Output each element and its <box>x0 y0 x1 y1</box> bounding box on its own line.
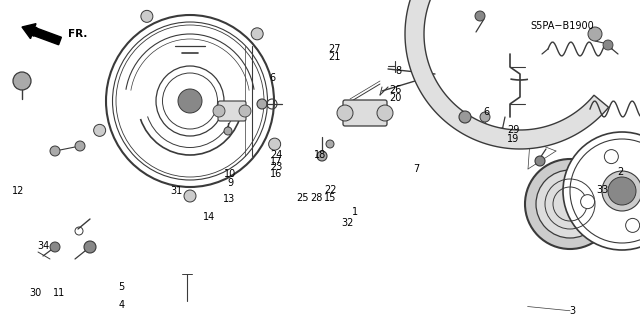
Text: 10: 10 <box>224 169 237 179</box>
Text: 25: 25 <box>296 193 308 203</box>
Polygon shape <box>405 0 609 149</box>
Circle shape <box>184 190 196 202</box>
Text: 24: 24 <box>270 150 283 160</box>
Text: 6: 6 <box>483 107 490 117</box>
Text: 29: 29 <box>507 125 520 135</box>
FancyBboxPatch shape <box>343 100 387 126</box>
Text: 20: 20 <box>389 93 402 103</box>
Text: S5PA−B1900: S5PA−B1900 <box>530 20 594 31</box>
Circle shape <box>535 156 545 166</box>
Circle shape <box>337 105 353 121</box>
Text: 31: 31 <box>170 186 183 196</box>
Text: FR.: FR. <box>68 29 88 39</box>
Text: 3: 3 <box>570 306 576 316</box>
Circle shape <box>141 10 153 22</box>
Text: 11: 11 <box>53 288 66 299</box>
Circle shape <box>257 99 267 109</box>
Ellipse shape <box>178 89 202 113</box>
Circle shape <box>50 146 60 156</box>
Text: 9: 9 <box>227 178 234 189</box>
Circle shape <box>213 105 225 117</box>
Text: 30: 30 <box>29 288 42 299</box>
Circle shape <box>93 124 106 136</box>
Text: 17: 17 <box>270 157 283 167</box>
Text: 13: 13 <box>223 194 236 204</box>
Text: 26: 26 <box>389 85 402 95</box>
Circle shape <box>459 111 471 123</box>
Text: 21: 21 <box>328 52 340 62</box>
Circle shape <box>239 105 251 117</box>
Text: 6: 6 <box>269 73 275 83</box>
Circle shape <box>269 138 281 150</box>
FancyArrow shape <box>22 24 61 45</box>
Circle shape <box>480 112 490 122</box>
Text: 34: 34 <box>37 241 50 251</box>
Text: 4: 4 <box>118 300 125 310</box>
Text: 2: 2 <box>618 167 624 177</box>
Circle shape <box>588 27 602 41</box>
Text: 19: 19 <box>507 134 520 144</box>
Text: 23: 23 <box>270 161 283 172</box>
Circle shape <box>498 128 506 136</box>
Circle shape <box>50 242 60 252</box>
Text: 32: 32 <box>341 218 354 228</box>
Text: 12: 12 <box>12 186 24 197</box>
Circle shape <box>251 28 263 40</box>
Ellipse shape <box>536 170 604 238</box>
Circle shape <box>580 195 595 209</box>
Text: 16: 16 <box>270 169 283 179</box>
Text: 15: 15 <box>324 193 337 203</box>
Text: 18: 18 <box>314 150 326 160</box>
Circle shape <box>13 72 31 90</box>
Ellipse shape <box>525 159 615 249</box>
Ellipse shape <box>602 171 640 211</box>
Circle shape <box>224 127 232 135</box>
FancyBboxPatch shape <box>218 101 246 121</box>
Text: 1: 1 <box>352 207 358 217</box>
Circle shape <box>75 141 85 151</box>
Circle shape <box>604 150 618 164</box>
Circle shape <box>603 40 613 50</box>
Circle shape <box>84 241 96 253</box>
Circle shape <box>326 140 334 148</box>
Text: 33: 33 <box>596 185 609 195</box>
Circle shape <box>608 177 636 205</box>
Text: 27: 27 <box>328 44 340 55</box>
Text: 5: 5 <box>118 282 125 292</box>
Circle shape <box>377 105 393 121</box>
Ellipse shape <box>563 132 640 250</box>
Text: 28: 28 <box>310 193 323 203</box>
Text: 22: 22 <box>324 185 337 195</box>
Text: 7: 7 <box>413 164 419 174</box>
Circle shape <box>475 11 485 21</box>
Text: 14: 14 <box>202 212 215 222</box>
Circle shape <box>626 219 639 233</box>
Text: 8: 8 <box>395 66 401 76</box>
Polygon shape <box>602 0 640 106</box>
Circle shape <box>317 151 327 161</box>
